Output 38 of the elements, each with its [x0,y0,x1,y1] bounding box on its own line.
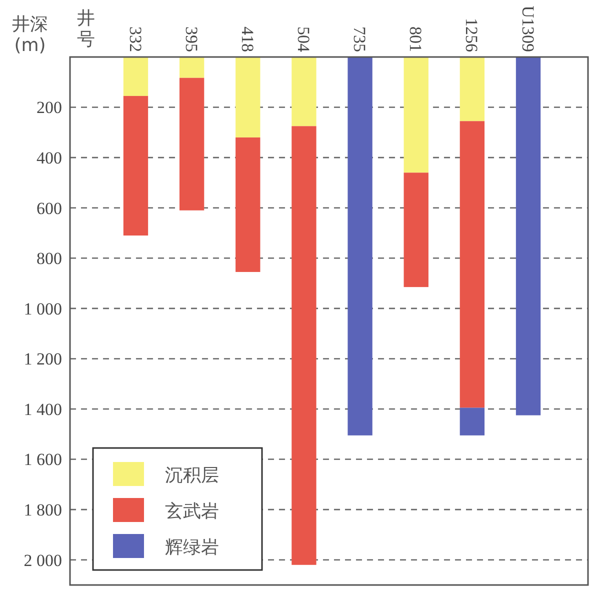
bar [460,57,485,122]
bar [404,172,428,288]
bar [179,78,204,210]
legend-label: 沉积层 [165,465,219,486]
bar [123,57,148,96]
y-tick-label: 1 600 [24,450,62,470]
legend-label: 玄武岩 [165,501,219,522]
bar [404,57,428,173]
y-tick-label: 800 [36,249,62,268]
y-tick-label: 1 400 [24,400,62,419]
x-tick-label: 504 [294,26,314,52]
bar [460,121,485,408]
bar [292,57,316,126]
x-tick-label: 332 [126,26,145,52]
y-tick-label: 1 000 [24,299,62,318]
y-tick-label: 200 [36,98,62,118]
bar [292,126,316,565]
bar [516,57,541,416]
y-tick-label: 1 800 [24,500,62,520]
y-axis-title: 井深 (m) [12,14,48,56]
x-tick-label: 418 [238,26,257,52]
bar [236,137,260,272]
bar [460,408,485,436]
x-tick-label: 1256 [462,18,482,52]
x-axis-title: 井号 [77,8,95,50]
x-tick-label: U1309 [518,6,538,52]
bar [348,57,372,436]
x-tick-label: 801 [406,26,426,52]
y-tick-label: 2 000 [24,550,62,570]
y-tick-label: 1 200 [24,350,62,369]
y-tick-label: 400 [36,148,62,168]
x-tick-label: 395 [182,26,201,52]
x-tick-label: 735 [350,26,370,52]
bar [179,57,204,78]
bar [236,57,260,138]
bar [123,96,148,236]
legend-label: 辉绿岩 [165,537,219,558]
y-tick-label: 600 [36,198,62,218]
